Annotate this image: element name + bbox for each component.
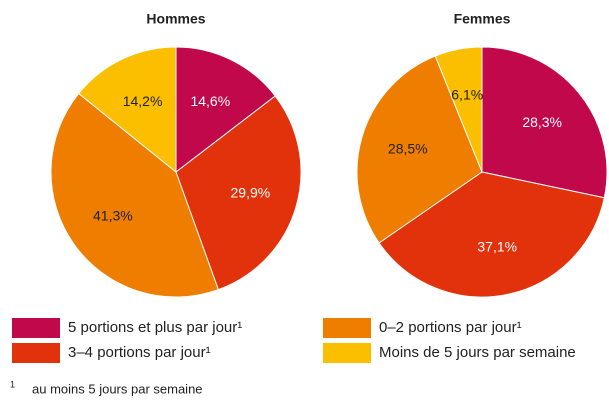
pie-slice	[481, 46, 608, 199]
data-label: 28,3%	[522, 114, 562, 130]
pie-slice	[175, 46, 276, 174]
data-label: 14,6%	[190, 93, 230, 109]
legend-swatch	[12, 343, 60, 363]
data-label: 37,1%	[477, 239, 517, 255]
pie-slice	[77, 46, 177, 174]
legend-swatch	[12, 318, 60, 338]
legend-swatch	[323, 318, 371, 338]
chart-title: Femmes	[454, 11, 511, 27]
legend-label: 5 portions et plus par jour¹	[68, 319, 242, 336]
footnote-marker: 1	[10, 379, 15, 389]
legend-label: Moins de 5 jours par semaine	[379, 344, 576, 361]
data-label: 28,5%	[388, 140, 428, 156]
data-label: 41,3%	[93, 208, 133, 224]
pie-slice	[175, 95, 302, 291]
legend-label: 0–2 portions par jour¹	[379, 319, 522, 336]
pie-slice	[50, 92, 219, 298]
chart-title: Hommes	[146, 11, 205, 27]
data-label: 6,1%	[451, 87, 483, 103]
pie-slice	[378, 171, 605, 298]
data-label: 14,2%	[123, 93, 163, 109]
legend-label: 3–4 portions par jour¹	[68, 344, 211, 361]
footnote: au moins 5 jours par semaine	[32, 381, 203, 396]
legend-swatch	[323, 343, 371, 363]
pie-slice	[434, 46, 483, 173]
data-label: 29,9%	[231, 185, 271, 201]
pie-slice	[356, 55, 483, 244]
